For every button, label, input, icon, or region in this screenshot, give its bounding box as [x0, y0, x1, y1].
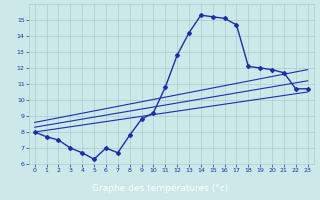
Text: Graphe des températures (°c): Graphe des températures (°c)	[92, 184, 228, 193]
